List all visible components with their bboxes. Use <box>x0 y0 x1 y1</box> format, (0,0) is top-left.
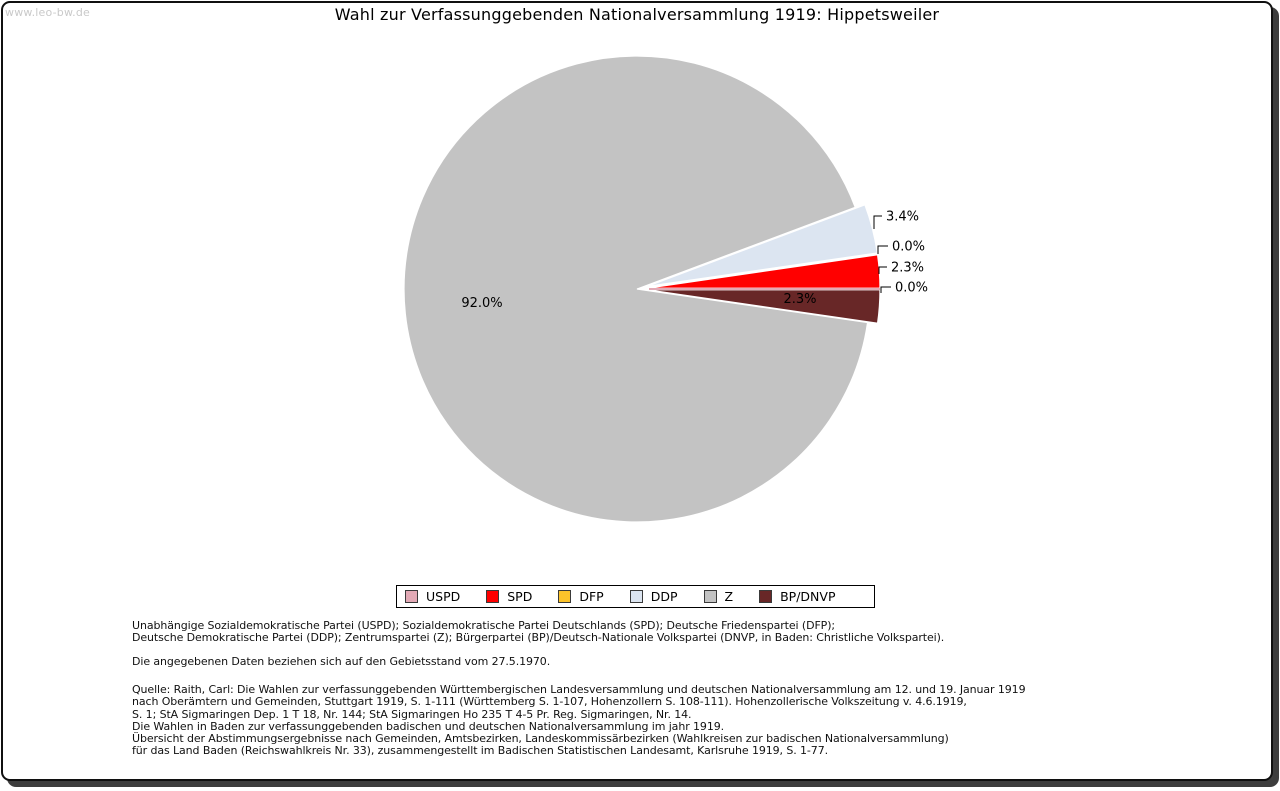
legend-item-ddp: DDP <box>629 589 678 604</box>
footnote-line: für das Land Baden (Reichswahlkreis Nr. … <box>132 744 828 758</box>
footnote-line: Die angegebenen Daten beziehen sich auf … <box>132 655 551 668</box>
legend-swatch <box>629 590 643 603</box>
slice-percent-label-uspd: 0.0% <box>895 281 928 296</box>
footnote-line: Deutsche Demokratische Partei (DDP); Zen… <box>132 631 945 645</box>
slice-percent-label-bp-dnvp: 2.3% <box>783 292 816 307</box>
footnote-territory: Die angegebenen Daten beziehen sich auf … <box>132 655 551 668</box>
label-leader-line <box>877 245 888 254</box>
footnote-parties: Unabhängige Sozialdemokratische Partei (… <box>132 619 945 645</box>
footnote-line: S. 1; StA Sigmaringen Dep. 1 T 18, Nr. 1… <box>132 707 692 721</box>
slice-percent-label-dfp: 0.0% <box>892 240 925 255</box>
footnote-line: nach Oberämtern und Gemeinden, Stuttgart… <box>132 695 967 709</box>
pie-slice-ddp <box>646 204 878 288</box>
footnote-line: Die Wahlen in Baden zur verfassunggebend… <box>132 719 725 733</box>
legend-item-z: Z <box>703 589 734 604</box>
slice-percent-label-z: 92.0% <box>461 296 502 311</box>
footnote-line: Übersicht der Abstimmungsergebnisse nach… <box>132 732 949 746</box>
label-leader-line <box>878 266 887 274</box>
legend-swatch <box>558 590 572 603</box>
legend-swatch <box>486 590 500 603</box>
legend-item-label: SPD <box>507 589 533 604</box>
footnote-source: Quelle: Raith, Carl: Die Wahlen zur verf… <box>132 683 1026 758</box>
legend-item-label: DDP <box>650 589 678 604</box>
page-title: Wahl zur Verfassunggebenden Nationalvers… <box>334 5 940 24</box>
pie-slice-z <box>403 55 869 523</box>
legend-item-label: Z <box>724 589 734 604</box>
slice-percent-label-spd: 2.3% <box>891 261 924 276</box>
legend-item-label: USPD <box>426 589 461 604</box>
watermark: www.leo-bw.de <box>5 6 91 19</box>
legend-item-label: BP/DNVP <box>780 589 836 604</box>
chart-frame: www.leo-bw.de Wahl zur Verfassunggebende… <box>1 1 1273 781</box>
legend-box: USPD SPD DFP DDP Z BP/DNVP <box>396 585 875 608</box>
label-leader-line <box>880 286 891 293</box>
legend-item-dfp: DFP <box>558 589 604 604</box>
legend-item-spd: SPD <box>486 589 532 604</box>
legend-swatch <box>759 590 773 603</box>
legend-swatch <box>405 590 418 603</box>
legend-item-bp-dnvp: BP/DNVP <box>759 589 835 604</box>
legend-item-uspd: USPD <box>405 589 460 604</box>
legend-item-label: DFP <box>579 589 604 604</box>
label-leader-line <box>873 215 882 229</box>
footnote-line: Unabhängige Sozialdemokratische Partei (… <box>132 619 835 632</box>
slice-percent-label-ddp: 3.4% <box>886 210 919 225</box>
footnote-line: Quelle: Raith, Carl: Die Wahlen zur verf… <box>132 683 1026 696</box>
legend-swatch <box>703 590 717 603</box>
pie-chart: 0.0% 2.3% 0.0% 3.4% 92.0% 2.3% <box>403 55 928 523</box>
